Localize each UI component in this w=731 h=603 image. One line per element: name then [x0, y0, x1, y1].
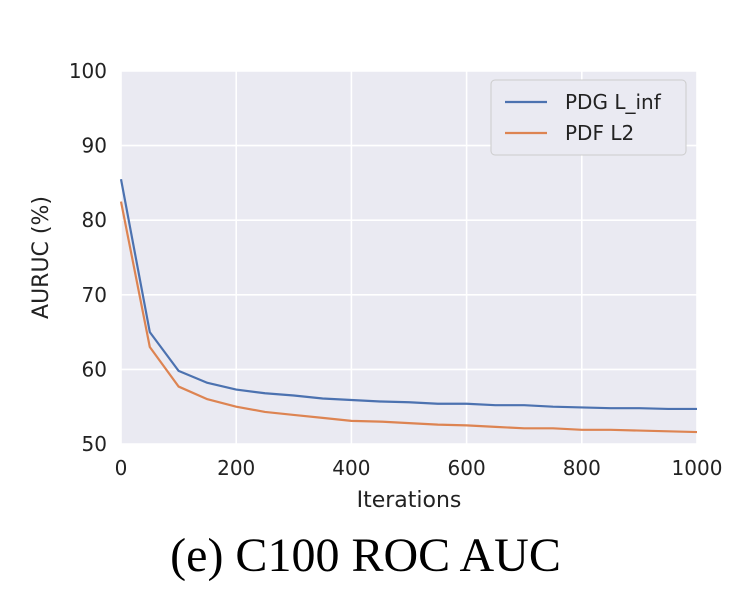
y-tick-label: 90 — [82, 134, 107, 158]
series-line-2 — [119, 201, 698, 434]
legend-label: PDF L2 — [565, 121, 634, 145]
x-tick-label: 200 — [217, 456, 255, 480]
y-tick-label: 100 — [69, 59, 107, 83]
tick-labels: 0 200 400 600 800 1000 50 60 70 80 90 100 — [69, 59, 723, 480]
y-tick-label: 50 — [82, 432, 107, 456]
legend-label: PDG L_inf — [565, 90, 662, 114]
y-tick-label: 70 — [82, 283, 107, 307]
y-tick-label: 80 — [82, 208, 107, 232]
series-layer — [119, 178, 698, 434]
series-line-1 — [119, 178, 697, 411]
y-tick-label: 60 — [82, 357, 107, 381]
legend: PDG L_inf PDF L2 — [490, 79, 687, 156]
legend-box — [490, 79, 687, 156]
x-tick-label: 600 — [448, 456, 486, 480]
x-axis-label: Iterations — [357, 488, 462, 513]
figure-caption: (e) C100 ROC AUC — [170, 529, 561, 582]
y-axis-label: AURUC (%) — [29, 196, 54, 319]
line-chart: 0 200 400 600 800 1000 50 60 70 80 90 100 Iteration… — [29, 59, 723, 513]
x-tick-label: 0 — [115, 456, 128, 480]
x-tick-label: 1000 — [672, 456, 723, 480]
x-tick-label: 800 — [563, 456, 601, 480]
x-tick-label: 400 — [332, 456, 370, 480]
